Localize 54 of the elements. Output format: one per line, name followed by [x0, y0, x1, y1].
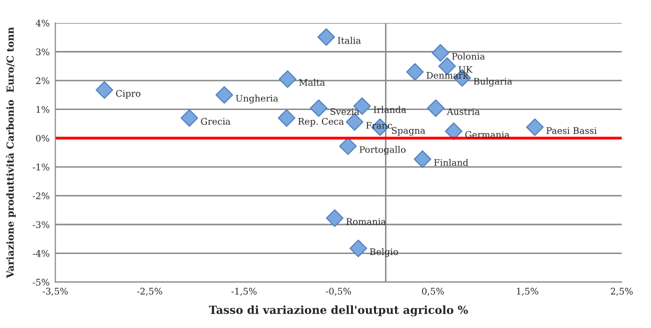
annotation: Germania [465, 131, 510, 138]
annotation: Portogallo [360, 146, 406, 155]
annotation: Svezia [330, 108, 360, 115]
annotation: Polonia [452, 52, 485, 60]
y-tick-label: -3% [32, 221, 50, 228]
annotation: Cipro [116, 90, 140, 99]
x-tick-label: -2,5% [137, 288, 162, 296]
y-tick-label: 4% [36, 20, 50, 27]
point [414, 150, 432, 168]
y-tick-label: 3% [36, 48, 50, 56]
annotation: Finland [434, 158, 468, 166]
annotation: Rep. Ceca [298, 118, 344, 127]
point [526, 118, 544, 136]
y-tick-label: 2% [36, 77, 50, 84]
point [216, 86, 234, 104]
y-tick-label: 1% [36, 106, 50, 113]
point [326, 209, 344, 227]
x-tick-label: -3,5% [42, 288, 68, 296]
annotation: Irlanda [374, 106, 406, 113]
y-tick-label: -5% [32, 278, 50, 286]
annotation: Austria [446, 108, 480, 115]
y-axis-title: Variazione produttività Carbonio Euro/C tonn [6, 27, 16, 278]
y-tick-label: 0% [36, 134, 50, 142]
point [346, 113, 364, 131]
y-tick-label: -4% [32, 250, 50, 257]
y-tick-label: -2% [32, 192, 50, 200]
annotation: Paesi Bassi [546, 127, 597, 134]
point [317, 28, 336, 46]
annotation: UK [458, 66, 473, 73]
x-tick-label: 0,5% [422, 288, 444, 296]
annotation: Spagna [392, 127, 426, 136]
annotation: Ungheria [236, 94, 278, 104]
annotation: Italia [338, 36, 361, 44]
annotation: Grecia [200, 118, 230, 125]
x-tick-label: 2,5% [610, 288, 633, 296]
x-tick-label: -0,5% [326, 288, 352, 296]
x-axis-title: Tasso di variazione dell'output agricolo % [208, 305, 468, 316]
annotation: Romania [346, 218, 386, 225]
point [444, 122, 462, 140]
annotation: Malta [299, 78, 325, 86]
point [406, 63, 424, 81]
x-tick-label: 1,5% [516, 288, 538, 296]
point [426, 99, 445, 117]
point [278, 109, 296, 127]
point [180, 109, 198, 127]
y-tick-label: -1% [32, 164, 50, 170]
annotation: Bulgaria [474, 78, 512, 87]
annotation: Belgio [370, 248, 398, 257]
point [96, 81, 114, 99]
point [432, 44, 450, 62]
point [310, 99, 328, 117]
point [278, 70, 296, 88]
point [350, 240, 368, 258]
x-tick-label: -1,5% [232, 288, 257, 296]
